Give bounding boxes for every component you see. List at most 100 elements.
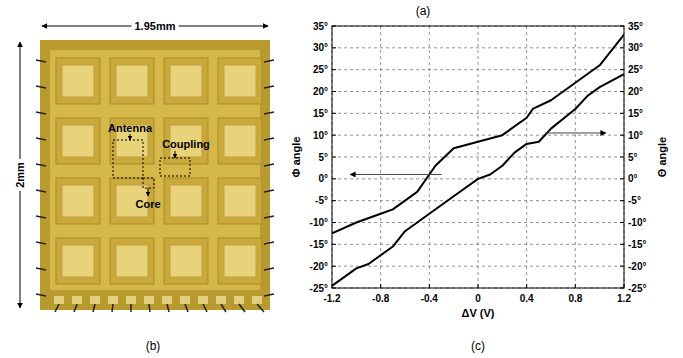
y2-axis-title: Θ angle	[656, 137, 668, 177]
y2-tick-label: -15°	[628, 239, 646, 250]
y-tick-label: 35°	[313, 21, 328, 32]
y-tick-label: 30°	[313, 42, 328, 53]
bond-wire	[203, 304, 207, 312]
y2-tick-label: 0°	[628, 173, 638, 184]
bond-wire	[264, 86, 274, 88]
bond-wire	[264, 164, 274, 166]
y-tick	[332, 113, 336, 114]
grid-line	[332, 200, 624, 201]
grid-line	[332, 135, 624, 136]
antenna-pad	[62, 65, 94, 97]
antenna-label: Antenna	[108, 122, 153, 134]
chip-cell	[218, 178, 262, 224]
chip-cell	[164, 58, 208, 104]
bond-pad	[108, 296, 118, 304]
bond-pad	[216, 296, 226, 304]
y2-tick	[620, 47, 624, 48]
bond-wire	[36, 294, 46, 296]
y2-tick	[620, 222, 624, 223]
y2-tick-label: -20°	[628, 261, 646, 272]
y-tick-label: 15°	[313, 108, 328, 119]
y2-tick-label: -10°	[628, 217, 646, 228]
x-tick	[575, 284, 576, 288]
antenna-pad	[224, 185, 256, 217]
y2-tick-label: 20°	[628, 86, 643, 97]
bond-wire	[239, 304, 245, 312]
bond-wire	[130, 304, 132, 312]
chip-cell	[164, 238, 208, 284]
x-tick	[429, 284, 430, 288]
y-tick-label: 10°	[313, 130, 328, 141]
bond-wire	[264, 294, 274, 296]
chip-die	[40, 40, 270, 310]
y2-tick	[620, 178, 624, 179]
annotation-arrow	[148, 188, 149, 196]
antenna-pad	[62, 125, 94, 157]
bond-wire	[74, 304, 77, 312]
grid-line	[332, 157, 624, 158]
bond-wire	[93, 304, 95, 312]
grid	[332, 26, 624, 288]
chip-cell	[56, 58, 100, 104]
bond-wire	[264, 242, 274, 244]
bond-wire	[36, 86, 46, 88]
x-tick-label: 0.4	[520, 293, 534, 304]
x-tick-label: -0.8	[372, 293, 390, 304]
y-tick	[332, 69, 336, 70]
bond-wire	[36, 60, 46, 62]
x-tick-label: -0.4	[421, 293, 439, 304]
chip-width-label: 1.95mm	[135, 20, 176, 32]
x-tick	[526, 284, 527, 288]
grid-line	[332, 47, 624, 48]
x-tick-label: -1.2	[323, 293, 341, 304]
y2-tick	[620, 200, 624, 201]
plot-frame	[332, 26, 624, 288]
chip-cell	[56, 178, 100, 224]
bond-wire	[264, 112, 274, 114]
y-tick-label: -5°	[315, 195, 328, 206]
x-axis-title: ΔV (V)	[462, 307, 495, 319]
series-group	[332, 35, 624, 286]
y-axis-title: Φ angle	[290, 137, 302, 178]
y2-tick-label: 30°	[628, 42, 643, 53]
y2-tick	[620, 266, 624, 267]
y-tick	[332, 157, 336, 158]
bond-wire	[55, 304, 59, 312]
x-tick-label: 1.2	[617, 293, 631, 304]
antenna-pad	[62, 185, 94, 217]
y-tick	[332, 91, 336, 92]
antenna-pad	[224, 65, 256, 97]
y-tick-label: 20°	[313, 86, 328, 97]
bond-pad	[144, 296, 154, 304]
y-tick-label: -25°	[310, 283, 328, 294]
grid-line	[332, 91, 624, 92]
panel-label: (b)	[146, 339, 161, 353]
y-tick	[332, 178, 336, 179]
antenna-pad	[116, 245, 148, 277]
bond-wire	[264, 216, 274, 218]
bond-wire	[36, 138, 46, 140]
y2-tick	[620, 244, 624, 245]
annotation-arrow	[130, 134, 131, 140]
label-backdrop	[14, 159, 26, 191]
x-tick-label: 0	[475, 293, 481, 304]
y2-tick-label: 15°	[628, 108, 643, 119]
core-box	[143, 178, 154, 188]
chip-cell	[56, 118, 100, 164]
bond-pad	[234, 296, 244, 304]
y2-tick-label: -25°	[628, 283, 646, 294]
grid-line	[332, 69, 624, 70]
grid-line	[332, 266, 624, 267]
antenna-pad	[170, 245, 202, 277]
chip-cell	[218, 118, 262, 164]
bond-wire	[36, 216, 46, 218]
y2-tick	[620, 135, 624, 136]
x-tick	[380, 284, 381, 288]
bond-wire	[36, 112, 46, 114]
y2-tick-label: 5°	[628, 152, 638, 163]
bond-wire	[264, 190, 274, 192]
bond-pad	[252, 296, 262, 304]
antenna-pad	[170, 65, 202, 97]
bond-pad	[72, 296, 82, 304]
y2-tick	[620, 91, 624, 92]
